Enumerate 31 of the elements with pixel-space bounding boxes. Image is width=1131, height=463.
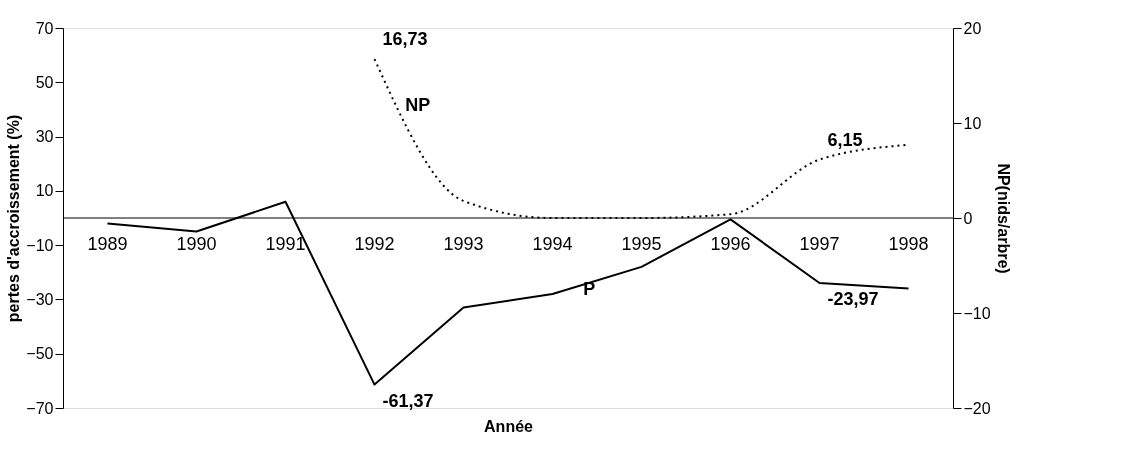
y2-tick-label: −10 <box>963 304 991 322</box>
y2-tick-label: 20 <box>963 19 982 37</box>
y-tick-label: −30 <box>26 290 54 308</box>
x-tick-label: 1998 <box>888 234 929 254</box>
y-tick-label: 10 <box>35 182 54 200</box>
x-tick-label: 1997 <box>799 234 840 254</box>
y2-tick-label: 10 <box>963 114 982 132</box>
y-tick-label: 50 <box>35 73 54 91</box>
data-label: -23,97 <box>827 289 879 310</box>
x-tick-label: 1995 <box>621 234 662 254</box>
series-label: NP <box>405 94 431 115</box>
y-tick-label: −10 <box>26 236 54 254</box>
y-tick-label: 30 <box>35 128 54 146</box>
x-axis-title: Année <box>484 417 534 435</box>
data-label: 6,15 <box>827 129 863 150</box>
y2-axis-title: NP(nids/arbre) <box>994 163 1012 274</box>
x-tick-label: 1989 <box>87 234 128 254</box>
x-tick-label: 1996 <box>710 234 751 254</box>
x-tick-label: 1991 <box>265 234 306 254</box>
y-tick-label: −50 <box>26 345 54 363</box>
x-tick-label: 1990 <box>176 234 217 254</box>
y-axis-title: pertes d'accroissement (%) <box>5 114 23 323</box>
data-label: -61,37 <box>382 390 434 411</box>
y2-tick-label: 0 <box>963 209 973 227</box>
x-tick-label: 1993 <box>443 234 484 254</box>
y-tick-label: 70 <box>35 19 54 37</box>
x-tick-label: 1992 <box>354 234 395 254</box>
y-tick-label: −70 <box>26 399 54 417</box>
y2-tick-label: −20 <box>963 399 991 417</box>
x-tick-label: 1994 <box>532 234 573 254</box>
data-label: 16,73 <box>382 29 428 50</box>
